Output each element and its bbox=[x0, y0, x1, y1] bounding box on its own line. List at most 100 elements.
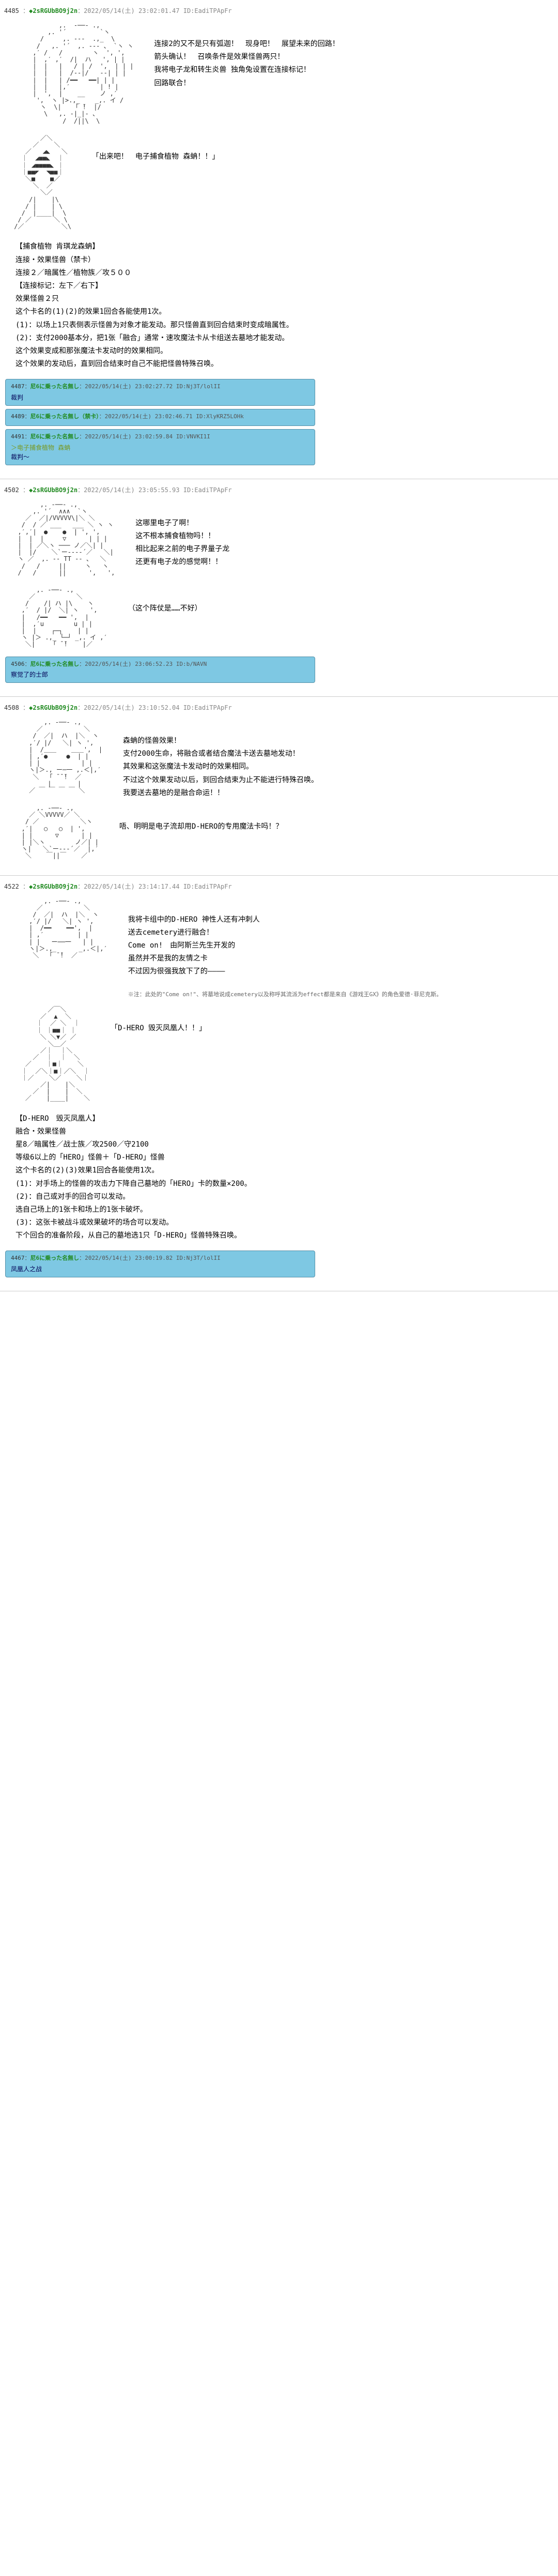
separator: ： bbox=[25, 661, 30, 667]
dialogue-text: 连接2的又不是只有弧迦！ 现身吧！ 展望未来的回路！ 箭头确认！ 召唤条件是效果… bbox=[154, 17, 558, 90]
reply-date: 2022/05/14(土) 23:06:52.23 bbox=[85, 661, 173, 667]
reply-header: 4491：尼6に乗った名無し：2022/05/14(土) 23:02:59.84… bbox=[11, 433, 309, 441]
ascii-row: ,. -──- ., ／ ＼ / ／| ハ |＼ ヽ ,′/ |/ ＼| ヽ '… bbox=[0, 893, 558, 1001]
post-date: 2022/05/14(土) 23:14:17.44 bbox=[84, 883, 179, 890]
reply-post: 4467：尼6に乗った名無し：2022/05/14(土) 23:00:19.82… bbox=[5, 1251, 315, 1277]
reply-date: 2022/05/14(土) 23:02:46.71 bbox=[105, 413, 193, 420]
separator: ： bbox=[25, 383, 30, 390]
post-date: 2022/05/14(土) 23:10:52.04 bbox=[84, 704, 179, 711]
post-header: 4502 ：◆2sRGUbBO9j2n：2022/05/14(土) 23:05:… bbox=[0, 483, 558, 496]
post-date: 2022/05/14(土) 23:02:01.47 bbox=[84, 7, 179, 14]
reply-post: 4489：尼6に乗った名無し（禁卡）：2022/05/14(土) 23:02:4… bbox=[5, 409, 315, 426]
dialogue-text: 「D-HERO 毁灭凤凰人！！」 bbox=[111, 1001, 558, 1035]
post: 4522 ：◆2sRGUbBO9j2n：2022/05/14(土) 23:14:… bbox=[0, 876, 558, 1291]
separator: ： bbox=[19, 7, 29, 14]
post-id: ID:EadiTPApFr bbox=[183, 704, 232, 711]
card-line: (2)：自己或对手的回合可以发动。 bbox=[16, 1191, 542, 1203]
reply-number: 4487 bbox=[11, 383, 25, 390]
translator-note: ※注：此处的"Come on!"、将墓地说成cemetery以及称呼其流派为ef… bbox=[128, 988, 558, 1001]
tripcode: ◆2sRGUbBO9j2n bbox=[29, 7, 78, 14]
card-line: (1)：以场上1只表侧表示怪兽为对象才能发动。那只怪兽直到回合结束时变成暗属性。 bbox=[16, 319, 542, 332]
side-body: 「D-HERO 毁灭凤凰人！！」 bbox=[111, 1022, 558, 1035]
reply-post: 4491：尼6に乗った名無し：2022/05/14(土) 23:02:59.84… bbox=[5, 429, 315, 465]
separator: ： bbox=[25, 1255, 30, 1261]
separator: ： bbox=[25, 413, 30, 420]
reply-header: 4506：尼6に乗った名無し：2022/05/14(土) 23:06:52.23… bbox=[11, 660, 309, 669]
card-title: 【D-HERO 毁灭凤凰人】 bbox=[16, 1112, 542, 1125]
card-description: 【捕食植物 肯琪龙森蚺】连接・效果怪兽（禁卡）连接２／暗属性／植物族／攻５００【… bbox=[0, 235, 558, 376]
post-number: 4522 bbox=[4, 883, 19, 890]
separator: ： bbox=[79, 661, 85, 667]
post: 4502 ：◆2sRGUbBO9j2n：2022/05/14(土) 23:05:… bbox=[0, 479, 558, 697]
reply-number: 4506 bbox=[11, 661, 25, 667]
card-line: 等级6以上的「HERO」怪兽＋「D-HERO」怪兽 bbox=[16, 1151, 542, 1164]
reply-number: 4467 bbox=[11, 1255, 25, 1261]
separator bbox=[173, 383, 176, 390]
reply-number: 4491 bbox=[11, 433, 25, 440]
reply-text: 察觉了的士郎 bbox=[11, 670, 309, 679]
reply-header: 4467：尼6に乗った名無し：2022/05/14(土) 23:00:19.82… bbox=[11, 1254, 309, 1263]
card-line: 这个效果变成和那张魔法卡发动时的效果相同。 bbox=[16, 345, 542, 358]
reply-date: 2022/05/14(土) 23:02:59.84 bbox=[85, 433, 173, 440]
separator bbox=[173, 1255, 176, 1261]
post-date: 2022/05/14(土) 23:05:55.93 bbox=[84, 486, 179, 494]
reply-id: ID:VNVKI1I bbox=[176, 433, 210, 440]
card-line: 连接２／暗属性／植物族／攻５００ bbox=[16, 267, 542, 280]
ascii-row: ,. -──- ., ,. '´ ∧∧∧ `ヽ ／ ／|/VVVVV\|＼ ＼ … bbox=[0, 496, 558, 582]
separator: ： bbox=[78, 883, 84, 890]
reply-body: ＞电子捕食植物 森蚺裁判～ bbox=[11, 443, 309, 462]
separator: ： bbox=[79, 383, 85, 390]
reply-name: 尼6に乗った名無し bbox=[30, 1255, 80, 1261]
post-header: 4485 ：◆2sRGUbBO9j2n：2022/05/14(土) 23:02:… bbox=[0, 4, 558, 17]
reply-number: 4489 bbox=[11, 413, 25, 420]
ascii-row: ,. -──- ., ／ ＼ / ／| ハ |＼ ヽ ,′/ |/ ＼| ヽ '… bbox=[0, 714, 558, 800]
reply-date: 2022/05/14(土) 23:00:19.82 bbox=[85, 1255, 173, 1261]
side-body: （这个阵仗是……不好） bbox=[128, 602, 558, 615]
dialogue-text: 「出来吧！ 电子捕食植物 森蚺！！」 bbox=[92, 130, 558, 163]
post-number: 4485 bbox=[4, 7, 19, 14]
card-line: 效果怪兽２只 bbox=[16, 293, 542, 306]
reply-header: 4489：尼6に乗った名無し（禁卡）：2022/05/14(土) 23:02:4… bbox=[11, 413, 309, 421]
card-line: (1)：对手场上的怪兽的攻击力下降自己墓地的「HERO」卡的数量×200。 bbox=[16, 1178, 542, 1191]
ascii-art: ／￣＼ ／ ▲ ＼ ｜ ／ ＼ ｜ ｜ ｜■■｜ ｜ ＼ ＼▼／ ／ ＼＿／ ／… bbox=[0, 1001, 100, 1107]
post-id: ID:EadiTPApFr bbox=[183, 486, 232, 494]
ascii-row: ／￣＼ ／ ▲ ＼ ｜ ／ ＼ ｜ ｜ ｜■■｜ ｜ ＼ ＼▼／ ／ ＼＿／ ／… bbox=[0, 1001, 558, 1107]
reply-name: 尼6に乗った名無し（禁卡） bbox=[30, 413, 99, 420]
separator: ： bbox=[79, 433, 85, 440]
separator bbox=[173, 661, 176, 667]
separator: ： bbox=[78, 486, 84, 494]
ascii-art: ,. -──- ., ,. '´ ∧∧∧ `ヽ ／ ／|/VVVVV\|＼ ＼ … bbox=[0, 496, 125, 582]
reply-header: 4487：尼6に乗った名無し：2022/05/14(土) 23:02:27.72… bbox=[11, 383, 309, 391]
separator bbox=[179, 704, 183, 711]
ascii-row: ,. -──- ., ,. '´ `ヽ / ,. -‐- .,_ \ / ,. … bbox=[0, 17, 558, 130]
separator bbox=[173, 433, 176, 440]
card-line: 下个回合的准备阶段，从自己的墓地选1只「D-HERO」怪兽特殊召唤。 bbox=[16, 1229, 542, 1242]
reply-name: 尼6に乗った名無し bbox=[30, 661, 80, 667]
separator: ： bbox=[25, 433, 30, 440]
card-line: 这个效果的发动后，直到回合结束时自己不能把怪兽特殊召唤。 bbox=[16, 358, 542, 371]
tripcode: ◆2sRGUbBO9j2n bbox=[29, 883, 78, 890]
card-line: 星8／暗属性／战士族／攻2500／守2100 bbox=[16, 1138, 542, 1151]
card-line: 这个卡名的(1)(2)的效果1回合各能使用1次。 bbox=[16, 306, 542, 318]
card-line: 【连接标记：左下／右下】 bbox=[16, 280, 542, 293]
side-body: 「出来吧！ 电子捕食植物 森蚺！！」 bbox=[92, 150, 558, 163]
side-body: 这哪里电子了啊！ 这不根本捕食植物吗！！ 相比起来之前的电子界量子龙 还更有电子… bbox=[135, 517, 558, 569]
reply-text: 裁判～ bbox=[11, 452, 309, 462]
tripcode: ◆2sRGUbBO9j2n bbox=[29, 486, 78, 494]
reply-text: 凤凰人之战 bbox=[11, 1264, 309, 1274]
side-body: 我将卡组中的D-HERO 神性人还有冲刺人 送去cemetery进行融合！ Co… bbox=[128, 913, 558, 979]
reply-body: 察觉了的士郎 bbox=[11, 670, 309, 679]
dialogue-text: 森蚺的怪兽效果！ 支付2000生命，将融合或者结合魔法卡送去墓地发动！ 其效果和… bbox=[123, 714, 558, 800]
card-line: (3)：这张卡被战斗或效果破坏的场合可以发动。 bbox=[16, 1216, 542, 1229]
separator bbox=[179, 486, 183, 494]
reply-name: 尼6に乗った名無し bbox=[30, 433, 80, 440]
ascii-art: ,. -──- ., ／ ＼ / ／| ハ |＼ ヽ ,′/ |/ ＼| ヽ '… bbox=[0, 893, 118, 965]
ascii-row: ／＼ ／ ＼ ／ ◢◣ ＼ ｜ ◢■■◣ ｜ ｜ ◢■■■■◣ ｜ ｜■■◤ ◥… bbox=[0, 130, 558, 236]
ascii-row: ,. -──- ., ／ ＼VVVVV／ ＼ / ／ ＼ヽ ,′| ○ ○ | … bbox=[0, 800, 558, 865]
separator bbox=[179, 883, 183, 890]
post-number: 4502 bbox=[4, 486, 19, 494]
card-line: 融合・效果怪兽 bbox=[16, 1125, 542, 1138]
separator: ： bbox=[79, 1255, 85, 1261]
reply-body: 凤凰人之战 bbox=[11, 1264, 309, 1274]
separator: ： bbox=[19, 486, 29, 494]
